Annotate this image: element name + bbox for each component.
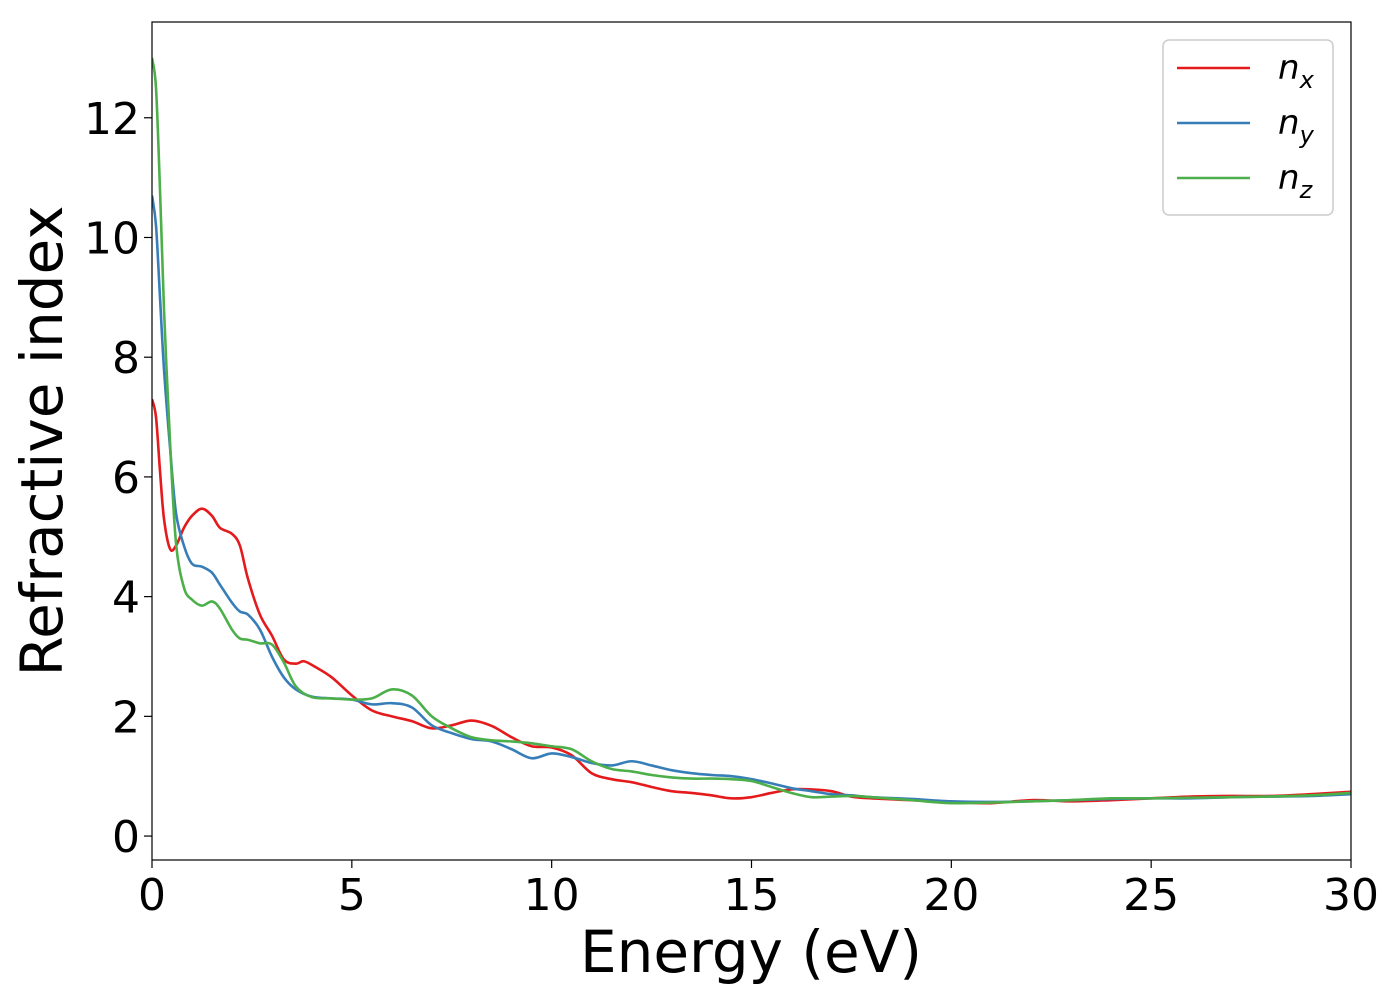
x-tick-label: 25 [1123, 870, 1179, 921]
series-line-n-z [152, 57, 1351, 805]
x-tick-label: 30 [1323, 870, 1379, 921]
x-tick-label: 0 [138, 870, 166, 921]
series-layer [152, 57, 1351, 805]
y-tick-label: 8 [112, 333, 140, 384]
y-tick-label: 12 [84, 94, 140, 145]
x-axis-ticks: 0 5 10 15 20 25 30 [138, 860, 1379, 921]
x-tick-label: 5 [338, 870, 366, 921]
legend: nx ny nz [1162, 39, 1334, 216]
series-line-n-y [152, 195, 1351, 804]
plot-frame [151, 21, 1352, 861]
y-tick-label: 10 [84, 213, 140, 264]
y-tick-label: 0 [112, 812, 140, 863]
y-axis-ticks: 0 2 4 6 8 10 12 [84, 94, 152, 863]
legend-label-n-y: ny [1278, 103, 1315, 149]
legend-label-n-z: nz [1278, 158, 1314, 204]
y-tick-label: 2 [112, 692, 140, 743]
x-tick-label: 15 [724, 870, 780, 921]
x-tick-label: 10 [524, 870, 580, 921]
y-tick-label: 6 [112, 453, 140, 504]
y-tick-label: 4 [112, 573, 140, 624]
y-axis-label: Refractive index [8, 205, 76, 676]
x-tick-label: 20 [923, 870, 979, 921]
legend-label-n-x: nx [1278, 48, 1315, 94]
x-axis-label: Energy (eV) [580, 918, 922, 986]
legend-box [1162, 39, 1334, 216]
